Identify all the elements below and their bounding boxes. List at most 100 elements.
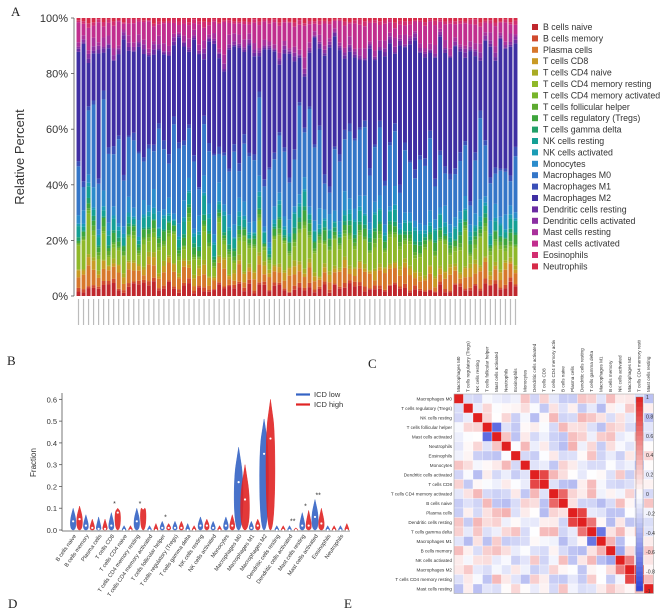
bar-segment <box>433 240 438 243</box>
bar-segment <box>287 53 292 178</box>
bar-segment <box>347 123 352 132</box>
bar-segment <box>146 216 151 228</box>
bar-segment <box>121 245 126 247</box>
heatmap-cell <box>558 564 569 575</box>
bar-segment <box>86 257 91 266</box>
heatmap-cell <box>453 574 464 585</box>
heatmap-cell <box>596 526 607 537</box>
bar-segment <box>448 274 453 291</box>
bar-segment <box>222 259 227 269</box>
bar-segment <box>76 22 81 43</box>
bar-segment <box>302 127 307 133</box>
bar-segment <box>222 268 227 287</box>
heatmap-cell <box>624 507 635 518</box>
bar-segment <box>151 277 156 282</box>
bar-segment <box>252 279 257 291</box>
bar-segment <box>237 34 242 44</box>
bar-segment <box>161 209 166 216</box>
significance-mark: ** <box>290 519 296 526</box>
sample-label <box>474 299 476 325</box>
bar-segment <box>282 53 287 148</box>
legend-label: B cells memory <box>543 33 604 43</box>
bar-segment <box>272 239 277 265</box>
bar-segment <box>483 20 488 23</box>
bar-segment <box>227 18 232 21</box>
bar-segment <box>121 283 126 291</box>
bar-segment <box>227 257 232 275</box>
bar-segment <box>342 215 347 222</box>
bar-segment <box>483 22 488 33</box>
bar-segment <box>287 275 292 292</box>
bar-segment <box>478 18 483 23</box>
bar-segment <box>468 254 473 257</box>
bar-segment <box>121 292 126 296</box>
bar-segment <box>136 236 141 241</box>
bar-segment <box>207 277 212 286</box>
heatmap-cell <box>596 460 607 471</box>
heatmap-cell <box>520 441 531 452</box>
heatmap-cell <box>453 431 464 442</box>
bar-segment <box>96 255 101 259</box>
heatmap-cell <box>605 393 616 404</box>
sample-label <box>183 299 185 325</box>
bar-segment <box>413 227 417 231</box>
bar-segment <box>111 247 116 259</box>
heatmap-cell <box>482 507 493 518</box>
bar-segment <box>488 246 493 249</box>
bar-segment <box>76 161 81 167</box>
bar-segment <box>197 21 202 25</box>
bar-segment <box>116 223 121 227</box>
bar-segment <box>438 19 443 22</box>
bar-segment <box>392 204 397 210</box>
bar-segment <box>433 186 438 220</box>
bar-segment <box>498 235 503 238</box>
heatmap-cell <box>624 555 635 566</box>
bar-segment <box>398 228 402 231</box>
bar-segment <box>126 137 131 197</box>
bar-segment <box>166 18 171 21</box>
bar-segment <box>473 231 478 237</box>
bar-segment <box>423 22 428 26</box>
bar-segment <box>126 286 131 296</box>
bar-segment <box>498 289 503 296</box>
bar-segment <box>367 250 372 252</box>
bar-segment <box>217 209 222 213</box>
bar-segment <box>161 140 166 150</box>
bar-segment <box>433 278 438 288</box>
heatmap-cell <box>586 583 597 594</box>
bar-segment <box>463 266 468 269</box>
bar-segment <box>493 280 498 285</box>
bar-segment <box>443 47 448 50</box>
bar-segment <box>171 264 176 272</box>
bar-segment <box>443 278 448 289</box>
bar-segment <box>212 19 217 22</box>
bar-segment <box>392 237 397 262</box>
heatmap-cell <box>577 488 588 499</box>
heatmap-cell <box>510 412 521 423</box>
heatmap-cell <box>624 498 635 509</box>
bar-segment <box>387 268 392 285</box>
colorbar-segment <box>636 450 643 456</box>
bar-segment <box>418 43 423 48</box>
bar-segment <box>312 248 317 252</box>
bar-segment <box>307 213 312 215</box>
heatmap-cell <box>529 479 540 490</box>
bar-segment <box>282 280 287 289</box>
bar-segment <box>498 269 503 273</box>
bar-segment <box>192 19 196 24</box>
heatmap-cell <box>539 422 550 433</box>
bar-segment <box>352 276 357 282</box>
bar-segment <box>473 24 478 44</box>
bar-segment <box>302 189 307 192</box>
heatmap-cell <box>482 469 493 480</box>
bar-segment <box>262 261 267 266</box>
bar-segment <box>382 185 387 225</box>
bar-segment <box>277 18 282 23</box>
bar-segment <box>327 18 332 22</box>
heatmap-cell <box>453 583 464 594</box>
heatmap-cell <box>624 412 635 423</box>
bar-segment <box>156 24 161 36</box>
heatmap-cell <box>510 469 521 480</box>
bar-segment <box>408 24 412 36</box>
bar-segment <box>222 18 227 21</box>
